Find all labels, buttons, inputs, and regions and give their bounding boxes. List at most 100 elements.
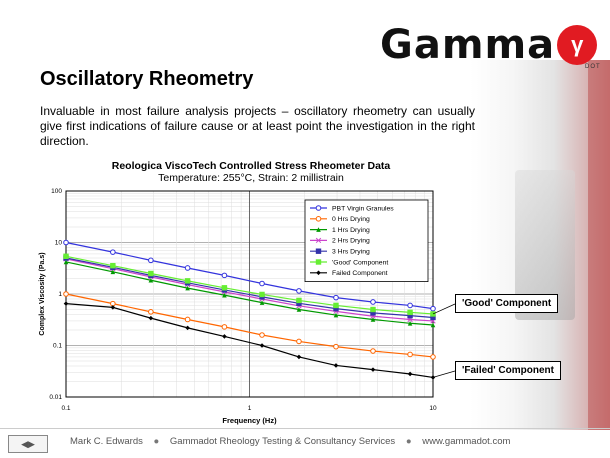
legend-marker bbox=[315, 259, 322, 265]
y-tick-label: 100 bbox=[51, 188, 62, 195]
data-point bbox=[370, 348, 376, 354]
data-point bbox=[148, 270, 154, 277]
data-point bbox=[370, 367, 376, 372]
data-point bbox=[430, 354, 436, 360]
x-tick-label: 10 bbox=[429, 405, 437, 412]
data-point bbox=[259, 332, 265, 338]
legend-label: 3 Hrs Drying bbox=[332, 249, 370, 256]
legend-marker bbox=[315, 205, 322, 211]
legend-marker bbox=[316, 227, 321, 232]
legend-label: 'Good' Component bbox=[332, 259, 388, 266]
gamma-icon: γ bbox=[557, 25, 598, 65]
data-point bbox=[184, 278, 191, 284]
data-point bbox=[259, 300, 265, 305]
x-tick-label: 1 bbox=[248, 405, 252, 412]
footer-author: Mark C. Edwards bbox=[70, 436, 143, 447]
data-point bbox=[259, 343, 265, 348]
data-point bbox=[63, 239, 69, 246]
data-point bbox=[259, 280, 265, 287]
data-point bbox=[407, 302, 413, 309]
data-point bbox=[333, 302, 339, 309]
legend-marker bbox=[315, 237, 322, 244]
x-tick-label: 0.1 bbox=[61, 405, 70, 412]
footer-company: Gammadot Rheology Testing & Consultancy … bbox=[169, 436, 396, 447]
good-component-callout: 'Good' Component bbox=[455, 294, 559, 313]
data-point bbox=[221, 272, 228, 279]
legend-marker bbox=[315, 248, 322, 254]
data-point bbox=[430, 322, 436, 328]
y-tick-label: 10 bbox=[55, 240, 63, 247]
footer-divider bbox=[0, 428, 610, 429]
red-panel-image bbox=[588, 60, 610, 430]
data-point bbox=[407, 371, 413, 377]
good-callout-pointer bbox=[432, 303, 456, 315]
footer: ◀▶ Mark C. Edwards ● Gammadot Rheology T… bbox=[0, 428, 610, 458]
viscosity-chart: 0.01 0.1 1 10 100 0.1 1 10 Frequency (Hz) Complex… bbox=[39, 188, 456, 425]
data-point bbox=[296, 297, 302, 304]
legend-marker bbox=[315, 216, 322, 222]
data-point bbox=[184, 316, 191, 323]
data-point bbox=[430, 311, 436, 317]
legend-label: 0 Hrs Drying bbox=[332, 216, 370, 223]
data-point bbox=[110, 262, 116, 269]
data-point bbox=[370, 306, 376, 313]
failed-component-callout: 'Failed' Component bbox=[455, 361, 561, 380]
legend-label: 1 Hrs Drying bbox=[332, 227, 370, 234]
data-point bbox=[185, 325, 190, 331]
footer-separator: ● bbox=[153, 436, 160, 447]
data-point bbox=[148, 309, 154, 315]
data-point bbox=[148, 277, 154, 283]
data-point bbox=[148, 257, 154, 264]
logo-subtext: DOT bbox=[585, 64, 601, 70]
data-point bbox=[63, 253, 69, 259]
data-point bbox=[63, 301, 69, 306]
footer-website[interactable]: www.gammadot.com bbox=[422, 436, 511, 447]
data-point bbox=[110, 305, 116, 310]
y-axis-label: Complex Viscosity (Pa.s) bbox=[39, 252, 46, 335]
gammadot-logo: Gamma γ DOT bbox=[380, 20, 600, 70]
data-point bbox=[259, 291, 265, 298]
data-point bbox=[333, 294, 339, 301]
data-point bbox=[63, 259, 69, 265]
y-tick-label: 0.01 bbox=[49, 394, 62, 401]
x-axis-label: Frequency (Hz) bbox=[222, 416, 277, 425]
data-point bbox=[221, 324, 228, 330]
y-tick-label: 0.1 bbox=[53, 343, 62, 350]
data-point bbox=[407, 309, 413, 316]
data-point bbox=[407, 320, 413, 326]
data-point bbox=[148, 315, 154, 321]
y-tick-label: 1 bbox=[58, 291, 62, 298]
legend-label: 2 Hrs Drying bbox=[332, 238, 370, 245]
legend-label: PBT Virgin Granules bbox=[332, 205, 394, 212]
data-point bbox=[407, 351, 413, 358]
intro-paragraph: Invaluable in most failure analysis proj… bbox=[40, 104, 475, 148]
data-point bbox=[333, 343, 339, 350]
data-point bbox=[296, 354, 302, 360]
slide-navigation-icon[interactable]: ◀▶ bbox=[8, 435, 48, 453]
legend-marker bbox=[316, 270, 321, 276]
data-point bbox=[296, 338, 302, 345]
footer-separator: ● bbox=[405, 436, 412, 447]
failed-callout-pointer bbox=[432, 370, 456, 378]
data-point bbox=[333, 312, 339, 318]
data-point bbox=[63, 291, 69, 297]
chart-subtitle: Temperature: 255°C, Strain: 2 millistrai… bbox=[158, 172, 344, 184]
footer-text: Mark C. Edwards ● Gammadot Rheology Test… bbox=[70, 436, 510, 447]
data-point bbox=[222, 292, 227, 298]
data-point bbox=[333, 363, 339, 368]
data-point bbox=[185, 285, 190, 291]
data-point bbox=[370, 317, 376, 322]
data-point bbox=[370, 299, 376, 305]
data-point bbox=[221, 285, 228, 291]
data-point bbox=[430, 305, 436, 312]
data-point bbox=[110, 249, 116, 255]
data-point bbox=[184, 265, 191, 271]
logo-text: Gamma bbox=[380, 22, 556, 68]
slide-title: Oscillatory Rheometry bbox=[40, 68, 254, 90]
legend-label: Failed Component bbox=[332, 270, 388, 277]
data-point bbox=[296, 288, 302, 294]
chart-title: Reologica ViscoTech Controlled Stress Rh… bbox=[111, 160, 391, 172]
data-point bbox=[110, 269, 116, 275]
data-point bbox=[296, 307, 302, 312]
